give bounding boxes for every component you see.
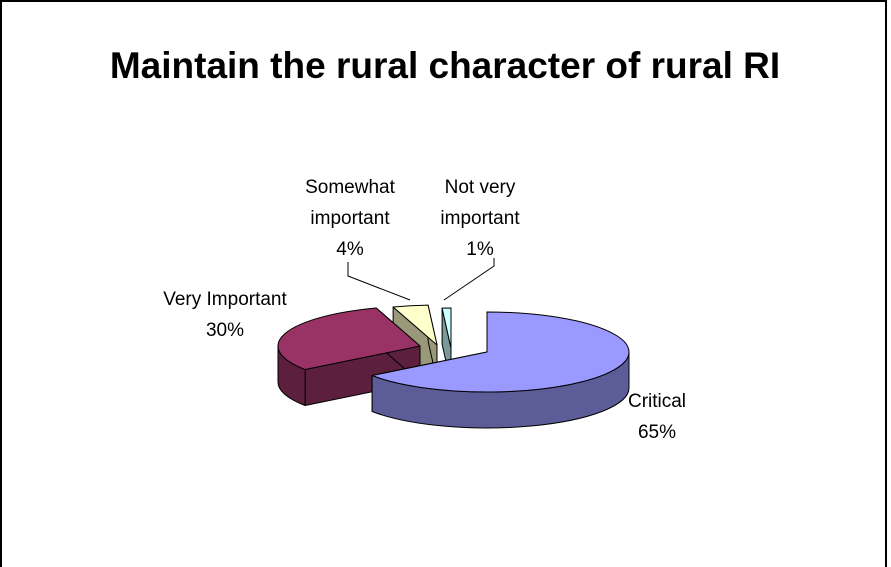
data-label: Very Important 30% <box>160 284 290 346</box>
data-label: Somewhat important 4% <box>295 172 405 265</box>
label-value: 65% <box>637 422 677 443</box>
label-name: Very Important <box>163 289 287 310</box>
slice <box>371 311 630 393</box>
label-name: Somewhat important <box>305 177 395 229</box>
leader-line <box>443 258 495 301</box>
slice <box>441 307 452 349</box>
label-name: Not very important <box>440 177 520 229</box>
data-label: Not very important 1% <box>430 172 530 265</box>
slice <box>392 304 438 346</box>
label-value: 30% <box>205 320 245 341</box>
label-value: 4% <box>336 239 364 260</box>
leader-line <box>347 262 411 301</box>
data-label: Critical 65% <box>597 386 717 448</box>
chart-title: Maintain the rural character of rural RI <box>109 45 781 86</box>
slice <box>277 307 421 371</box>
label-value: 1% <box>466 239 494 260</box>
label-name: Critical <box>627 391 687 412</box>
